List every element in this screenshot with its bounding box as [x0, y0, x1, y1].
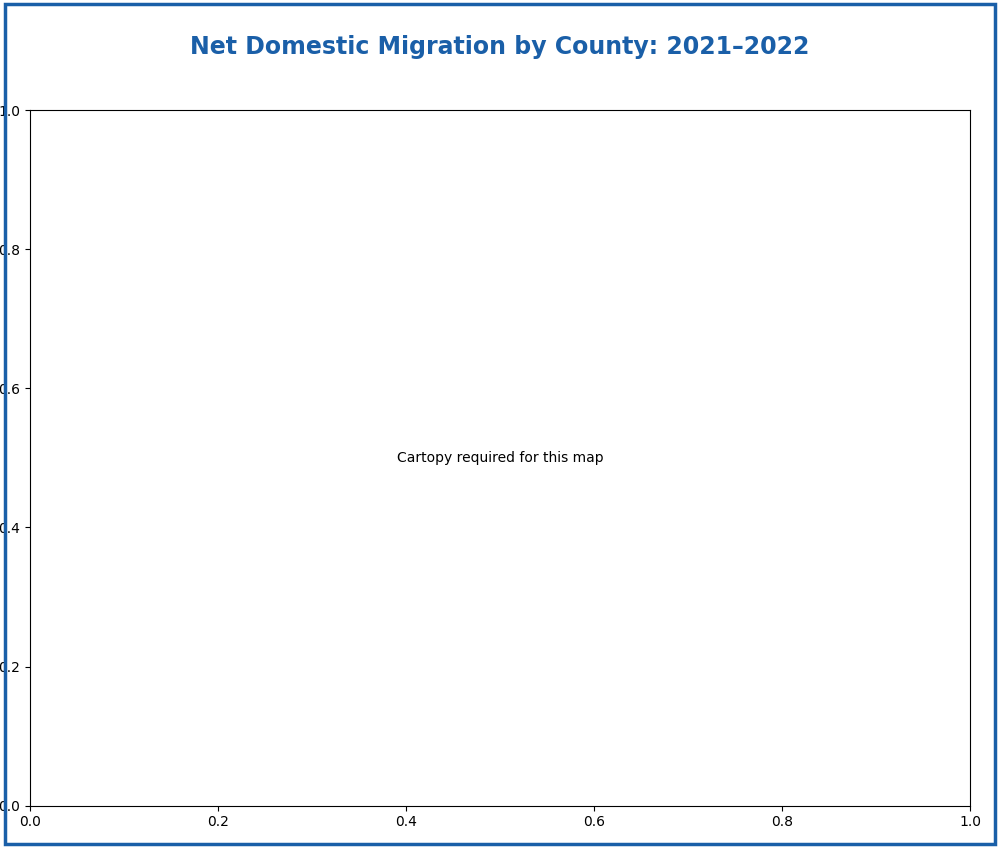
Text: Cartopy required for this map: Cartopy required for this map [397, 451, 603, 465]
Text: Net Domestic Migration by County: 2021–2022: Net Domestic Migration by County: 2021–2… [190, 35, 810, 59]
